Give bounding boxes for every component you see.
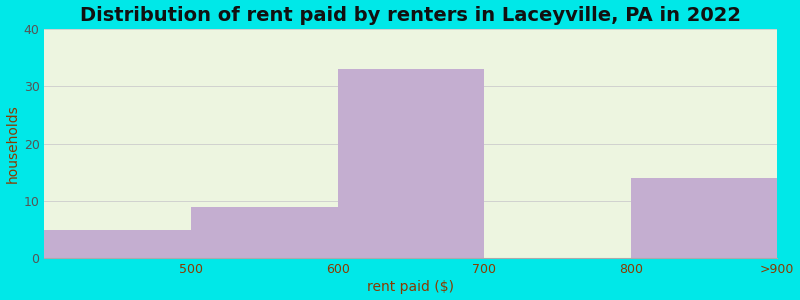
Bar [45, 230, 191, 258]
Bar [338, 69, 484, 258]
Title: Distribution of rent paid by renters in Laceyville, PA in 2022: Distribution of rent paid by renters in … [80, 6, 742, 25]
Bar [630, 178, 778, 258]
Bar [191, 207, 338, 258]
X-axis label: rent paid ($): rent paid ($) [367, 280, 454, 294]
Y-axis label: households: households [6, 104, 19, 183]
